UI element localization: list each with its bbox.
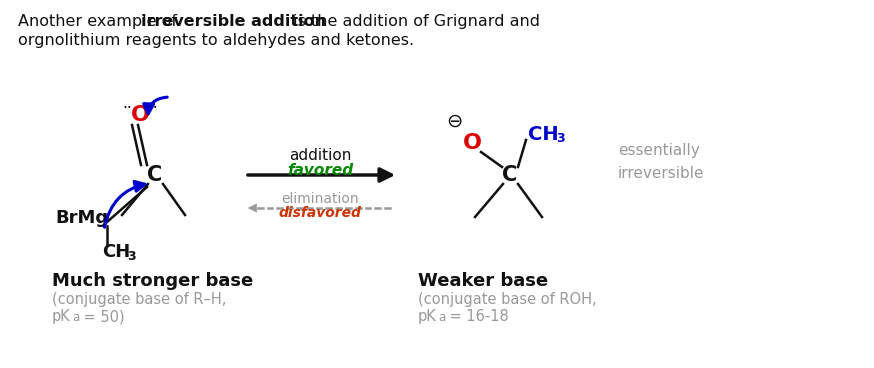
Text: BrMg: BrMg: [55, 209, 108, 227]
Text: ⊖: ⊖: [446, 112, 462, 131]
Text: pK: pK: [418, 309, 437, 324]
Text: pK: pK: [52, 309, 71, 324]
Text: elimination: elimination: [281, 192, 359, 206]
Text: ··: ··: [122, 102, 132, 117]
Text: addition: addition: [288, 148, 351, 163]
Text: disfavored: disfavored: [279, 206, 362, 220]
Text: Much stronger base: Much stronger base: [52, 272, 253, 290]
Text: 3: 3: [127, 250, 135, 262]
Text: a: a: [438, 311, 445, 324]
Text: a: a: [72, 311, 80, 324]
Text: Weaker base: Weaker base: [418, 272, 548, 290]
Text: ··: ··: [148, 102, 158, 117]
Text: essentially
irreversible: essentially irreversible: [618, 144, 704, 181]
Text: is the addition of Grignard and: is the addition of Grignard and: [288, 14, 540, 29]
Text: C: C: [148, 165, 163, 185]
Text: irreversible addition: irreversible addition: [141, 14, 326, 29]
Text: (conjugate base of R–H,: (conjugate base of R–H,: [52, 292, 226, 307]
Text: CH: CH: [102, 243, 130, 261]
Text: orgnolithium reagents to aldehydes and ketones.: orgnolithium reagents to aldehydes and k…: [18, 33, 414, 48]
Text: O: O: [130, 105, 149, 125]
Text: 3: 3: [556, 132, 565, 145]
Text: = 50): = 50): [79, 309, 125, 324]
Text: = 16-18: = 16-18: [445, 309, 509, 324]
Text: favored: favored: [287, 163, 353, 178]
Text: CH: CH: [528, 125, 558, 145]
Text: C: C: [503, 165, 517, 185]
Text: Another example of: Another example of: [18, 14, 182, 29]
Text: O: O: [462, 133, 482, 153]
Text: (conjugate base of ROH,: (conjugate base of ROH,: [418, 292, 597, 307]
